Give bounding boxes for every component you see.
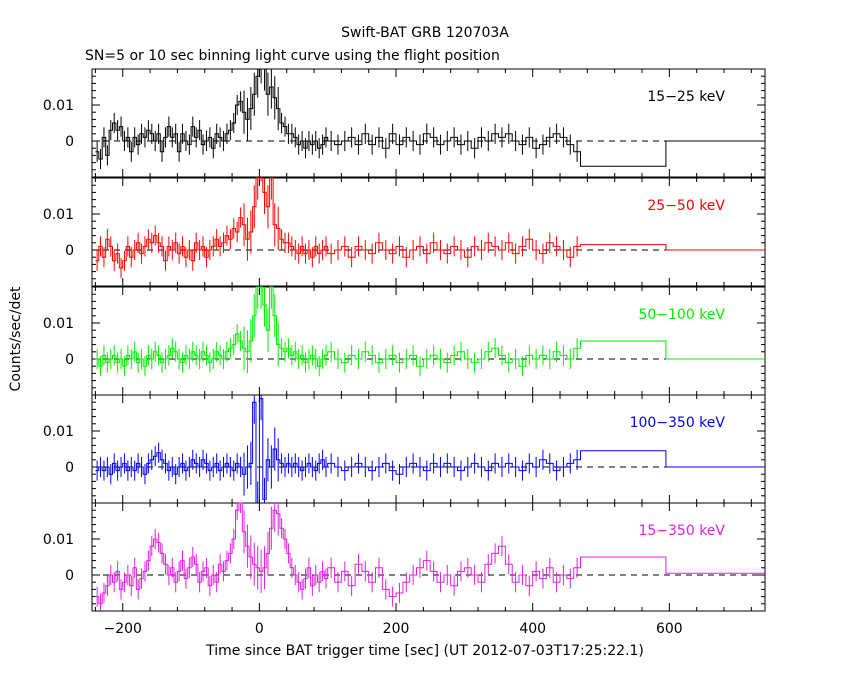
panel-4: 0 0.01 100−350 keV xyxy=(43,394,766,504)
chart-title: Swift-BAT GRB 120703A xyxy=(341,25,509,41)
y-tick-label: 0 xyxy=(65,134,74,150)
y-tick-label: 0 xyxy=(65,243,74,259)
y-tick-label: 0.01 xyxy=(43,207,74,223)
y-tick-label: 0.01 xyxy=(43,316,74,332)
y-axis-label: Counts/sec/det xyxy=(8,286,24,391)
panel-frame xyxy=(91,502,766,612)
y-tick-label: 0.01 xyxy=(43,424,74,440)
energy-band-label: 50−100 keV xyxy=(638,307,725,323)
panel-frame xyxy=(91,68,766,178)
panel-1: 0 0.01 15−25 keV xyxy=(43,68,766,178)
panel-frame xyxy=(91,177,766,287)
x-tick-label: 200 xyxy=(383,621,410,637)
x-tick-label: 0 xyxy=(255,621,264,637)
x-tick-label: 400 xyxy=(519,621,546,637)
y-tick-label: 0.01 xyxy=(43,532,74,548)
y-tick-label: 0 xyxy=(65,568,74,584)
y-tick-label: 0.01 xyxy=(43,98,74,114)
chart-subtitle: SN=5 or 10 sec binning light curve using… xyxy=(85,48,500,64)
x-tick-label: 600 xyxy=(656,621,683,637)
panels-group: 0 0.01 15−25 keV 0 0.01 25−50 keV 0 0.01 50−100 … xyxy=(43,68,766,637)
light-curve-step xyxy=(95,502,765,605)
light-curve-step xyxy=(95,286,765,367)
energy-band-label: 100−350 keV xyxy=(630,415,726,431)
y-tick-label: 0 xyxy=(65,352,74,368)
light-curve-step xyxy=(95,68,765,167)
light-curve-step xyxy=(95,177,765,269)
x-axis-label: Time since BAT trigger time [sec] (UT 20… xyxy=(205,643,644,659)
panel-frame xyxy=(91,394,766,504)
panel-3: 0 0.01 50−100 keV xyxy=(43,286,766,396)
energy-band-label: 15−25 keV xyxy=(647,89,725,105)
y-tick-label: 0 xyxy=(65,460,74,476)
x-tick-label: −200 xyxy=(104,621,142,637)
panel-2: 0 0.01 25−50 keV xyxy=(43,177,766,287)
energy-band-label: 25−50 keV xyxy=(647,198,725,214)
energy-band-label: 15−350 keV xyxy=(638,523,725,539)
panel-5: 0 0.01 15−350 keV −200 0 200 400 600 xyxy=(43,502,766,637)
